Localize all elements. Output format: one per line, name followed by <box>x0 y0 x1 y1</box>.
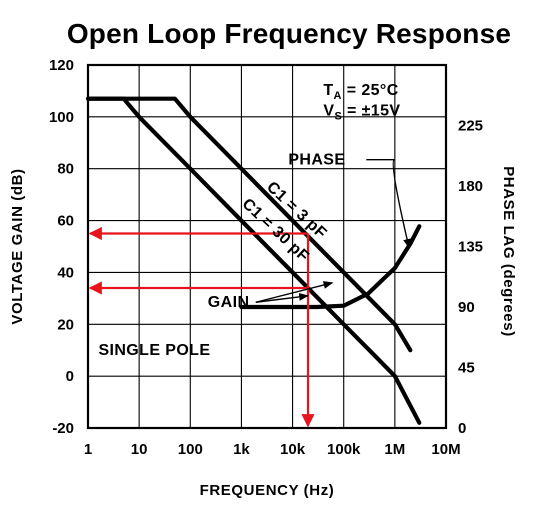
vs-symbol: V <box>323 103 334 120</box>
y2-tick-label: 180 <box>458 178 483 195</box>
x-tick-label: 1k <box>233 441 250 458</box>
gain-arrow-upper <box>255 281 334 303</box>
y2-tick-label: 90 <box>458 299 475 316</box>
temperature-condition: TA = 25°C <box>323 82 398 102</box>
grid <box>88 65 446 428</box>
y2-tick-label: 45 <box>458 360 475 377</box>
ta-value: = 25°C <box>342 82 399 99</box>
phase-arrow <box>392 158 411 249</box>
series-line-c1-3pf <box>85 96 413 353</box>
phase-annotation: PHASE <box>288 152 345 169</box>
series-layer <box>85 96 422 425</box>
x-tick-label: 10k <box>280 441 306 458</box>
vs-value: = ±15V <box>342 103 400 120</box>
x-tick-label: 100k <box>327 441 361 458</box>
x-tick-label: 10 <box>131 441 148 458</box>
x-tick-label: 1 <box>84 441 92 458</box>
right-axis-ticks: 225 180 135 90 45 0 <box>458 118 483 438</box>
x-tick-label: 10M <box>431 441 460 458</box>
y-tick-label: -20 <box>52 420 74 437</box>
plot-frame <box>86 63 448 430</box>
red-markers <box>88 226 315 428</box>
chart-title: Open Loop Frequency Response <box>66 18 512 49</box>
series-line-c1-30pf <box>85 96 422 425</box>
y-tick-label: 120 <box>49 57 74 74</box>
left-axis-ticks: 120 100 80 60 40 20 0 -20 <box>49 57 74 437</box>
x-tick-label: 100 <box>178 441 203 458</box>
y-tick-label: 60 <box>57 213 74 230</box>
supply-voltage-condition: VS = ±15V <box>323 103 400 123</box>
y-axis-label: VOLTAGE GAIN (dB) <box>9 168 26 324</box>
gain-arrow-lower <box>255 292 309 303</box>
y-tick-label: 20 <box>57 316 74 333</box>
y-tick-label: 40 <box>57 264 74 281</box>
y-tick-label: 0 <box>66 368 74 385</box>
y2-tick-label: 225 <box>458 118 483 135</box>
ta-symbol: T <box>323 82 333 99</box>
gain-annotation: GAIN <box>208 294 250 311</box>
y-tick-label: 100 <box>49 109 74 126</box>
x-tick-label: 1M <box>384 441 405 458</box>
x-axis-label: FREQUENCY (Hz) <box>200 482 335 499</box>
single-pole-annotation: SINGLE POLE <box>98 342 210 359</box>
vs-subscript: S <box>334 111 342 123</box>
y2-tick-label: 0 <box>458 420 466 437</box>
x-axis-ticks: 1 10 100 1k 10k 100k 1M 10M <box>84 441 461 458</box>
series-line-phase <box>239 224 422 310</box>
ta-subscript: A <box>334 90 342 102</box>
y2-axis-label: PHASE LAG (degrees) <box>500 166 517 337</box>
y-tick-label: 80 <box>57 161 74 178</box>
annotations <box>255 158 411 303</box>
y2-tick-label: 135 <box>458 239 483 256</box>
